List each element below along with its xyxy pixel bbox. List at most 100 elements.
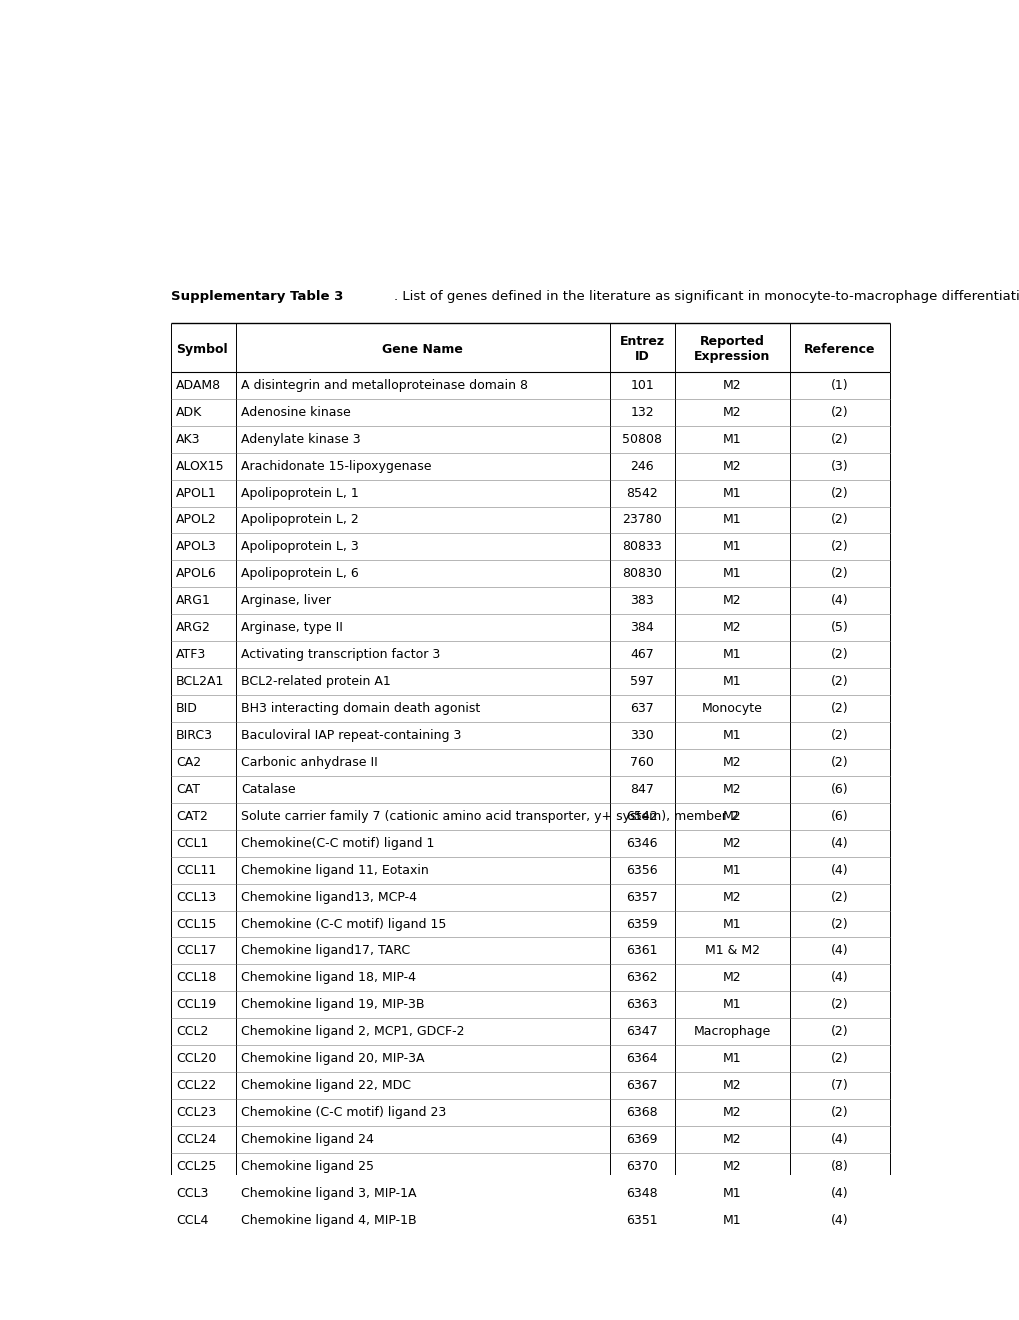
Text: Chemokine ligand 2, MCP1, GDCF-2: Chemokine ligand 2, MCP1, GDCF-2 (242, 1026, 465, 1039)
Text: Entrez
ID: Entrez ID (619, 335, 664, 363)
Text: 383: 383 (630, 594, 653, 607)
Text: 6361: 6361 (626, 944, 657, 957)
Text: Adenosine kinase: Adenosine kinase (242, 405, 351, 418)
Text: . List of genes defined in the literature as significant in monocyte-to-macropha: . List of genes defined in the literatur… (393, 289, 1019, 302)
Text: Chemokine ligand17, TARC: Chemokine ligand17, TARC (242, 944, 411, 957)
Text: CCL25: CCL25 (176, 1160, 216, 1173)
Text: 6367: 6367 (626, 1080, 657, 1092)
Text: ADAM8: ADAM8 (176, 379, 221, 392)
Text: A disintegrin and metalloproteinase domain 8: A disintegrin and metalloproteinase doma… (242, 379, 528, 392)
Text: Adenylate kinase 3: Adenylate kinase 3 (242, 433, 361, 446)
Text: Arginase, type II: Arginase, type II (242, 622, 343, 634)
Text: M2: M2 (722, 756, 741, 768)
Text: (4): (4) (830, 1133, 848, 1146)
Text: (2): (2) (830, 433, 848, 446)
Text: M2: M2 (722, 459, 741, 473)
Text: 6348: 6348 (626, 1187, 657, 1200)
Text: APOL2: APOL2 (176, 513, 217, 527)
Text: 847: 847 (630, 783, 653, 796)
Text: 80830: 80830 (622, 568, 661, 581)
Text: M2: M2 (722, 1080, 741, 1092)
Text: M1: M1 (722, 540, 741, 553)
Text: (6): (6) (830, 809, 848, 822)
Text: Macrophage: Macrophage (693, 1026, 770, 1039)
Text: M1: M1 (722, 568, 741, 581)
Text: Chemokine ligand 25: Chemokine ligand 25 (242, 1160, 374, 1173)
Text: CAT: CAT (176, 783, 200, 796)
Text: Monocyte: Monocyte (701, 702, 762, 715)
Text: APOL3: APOL3 (176, 540, 217, 553)
Text: BIRC3: BIRC3 (176, 729, 213, 742)
Text: CCL11: CCL11 (176, 863, 216, 876)
Text: Gene Name: Gene Name (382, 343, 463, 356)
Text: Chemokine ligand 19, MIP-3B: Chemokine ligand 19, MIP-3B (242, 998, 425, 1011)
Text: BH3 interacting domain death agonist: BH3 interacting domain death agonist (242, 702, 480, 715)
Text: (2): (2) (830, 1106, 848, 1119)
Text: ARG1: ARG1 (176, 594, 211, 607)
Text: (2): (2) (830, 405, 848, 418)
Text: CCL20: CCL20 (176, 1052, 216, 1065)
Text: 6346: 6346 (626, 837, 657, 850)
Text: 6363: 6363 (626, 998, 657, 1011)
Text: M1: M1 (722, 863, 741, 876)
Text: (6): (6) (830, 783, 848, 796)
Text: (1): (1) (830, 379, 848, 392)
Text: Chemokine ligand 24: Chemokine ligand 24 (242, 1133, 374, 1146)
Text: 467: 467 (630, 648, 653, 661)
Text: BCL2A1: BCL2A1 (176, 675, 224, 688)
Text: 6347: 6347 (626, 1026, 657, 1039)
Text: Apolipoprotein L, 2: Apolipoprotein L, 2 (242, 513, 359, 527)
Text: Solute carrier family 7 (cationic amino acid transporter, y+ system), member 2: Solute carrier family 7 (cationic amino … (242, 809, 739, 822)
Text: CA2: CA2 (176, 756, 201, 768)
Text: ALOX15: ALOX15 (176, 459, 224, 473)
Text: APOL1: APOL1 (176, 487, 217, 499)
Text: CCL19: CCL19 (176, 998, 216, 1011)
Text: 8542: 8542 (626, 487, 657, 499)
Text: Chemokine ligand 3, MIP-1A: Chemokine ligand 3, MIP-1A (242, 1187, 417, 1200)
Text: Apolipoprotein L, 1: Apolipoprotein L, 1 (242, 487, 359, 499)
Text: Chemokine ligand13, MCP-4: Chemokine ligand13, MCP-4 (242, 891, 417, 904)
Text: 6362: 6362 (626, 972, 657, 985)
Text: CCL3: CCL3 (176, 1187, 208, 1200)
Text: Catalase: Catalase (242, 783, 296, 796)
Text: M1: M1 (722, 1187, 741, 1200)
Text: ARG2: ARG2 (176, 622, 211, 634)
Text: M2: M2 (722, 972, 741, 985)
Text: APOL6: APOL6 (176, 568, 217, 581)
Text: AK3: AK3 (176, 433, 201, 446)
Text: 330: 330 (630, 729, 653, 742)
Text: Baculoviral IAP repeat-containing 3: Baculoviral IAP repeat-containing 3 (242, 729, 462, 742)
Text: 6356: 6356 (626, 863, 657, 876)
Text: (4): (4) (830, 1187, 848, 1200)
Text: CCL2: CCL2 (176, 1026, 208, 1039)
Text: (2): (2) (830, 917, 848, 931)
Text: (2): (2) (830, 702, 848, 715)
Text: (2): (2) (830, 648, 848, 661)
Text: M1: M1 (722, 675, 741, 688)
Text: 23780: 23780 (622, 513, 661, 527)
Text: (2): (2) (830, 513, 848, 527)
Text: Activating transcription factor 3: Activating transcription factor 3 (242, 648, 440, 661)
Text: (4): (4) (830, 1214, 848, 1226)
Text: Chemokine ligand 22, MDC: Chemokine ligand 22, MDC (242, 1080, 411, 1092)
Text: (3): (3) (830, 459, 848, 473)
Text: (7): (7) (830, 1080, 848, 1092)
Text: M2: M2 (722, 1133, 741, 1146)
Text: (2): (2) (830, 756, 848, 768)
Text: Supplementary Table 3: Supplementary Table 3 (171, 289, 343, 302)
Text: (4): (4) (830, 972, 848, 985)
Text: 246: 246 (630, 459, 653, 473)
Text: 384: 384 (630, 622, 653, 634)
Text: M1: M1 (722, 433, 741, 446)
Text: M2: M2 (722, 379, 741, 392)
Text: Chemokine ligand 4, MIP-1B: Chemokine ligand 4, MIP-1B (242, 1214, 417, 1226)
Text: M2: M2 (722, 405, 741, 418)
Text: 6542: 6542 (626, 809, 657, 822)
Text: M1: M1 (722, 1214, 741, 1226)
Text: CCL17: CCL17 (176, 944, 216, 957)
Text: ADK: ADK (176, 405, 202, 418)
Text: CAT2: CAT2 (176, 809, 208, 822)
Text: Reported
Expression: Reported Expression (693, 335, 769, 363)
Text: M2: M2 (722, 1160, 741, 1173)
Text: M2: M2 (722, 594, 741, 607)
